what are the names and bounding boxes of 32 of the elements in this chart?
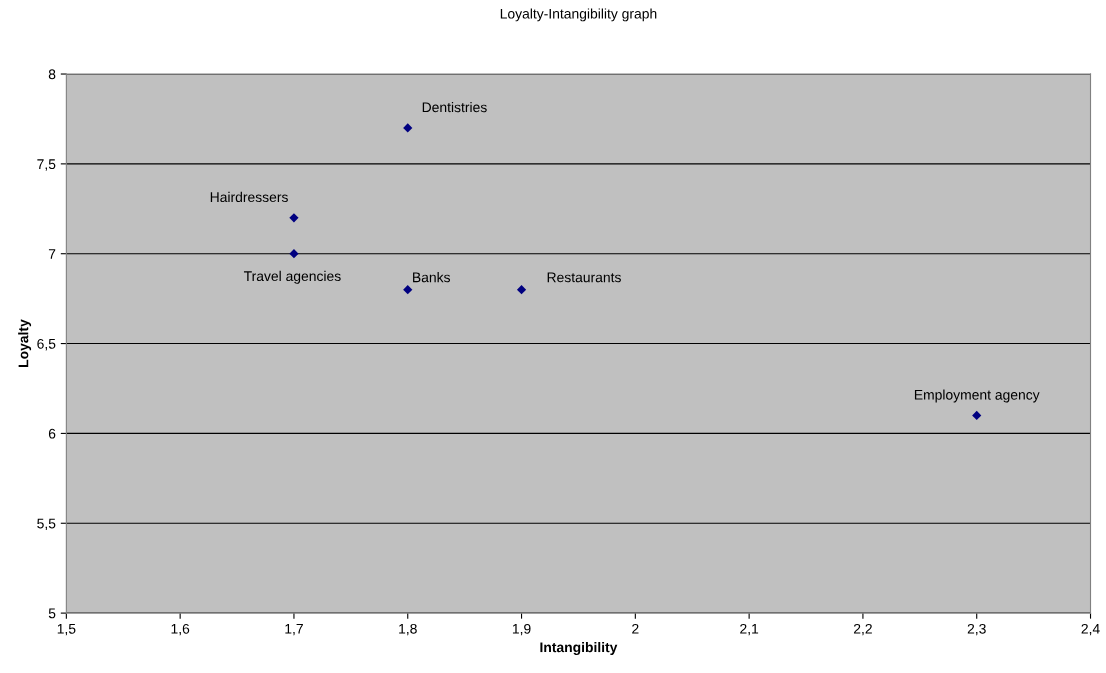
annotation: Banks [413,272,451,283]
point [289,249,299,259]
y-tick-label: 6 [48,428,56,439]
point [403,285,413,295]
point [289,213,299,223]
x-tick-label: 2 [632,623,639,634]
y-tick-label: 7 [48,249,56,259]
x-tick-label: 2,2 [853,623,872,636]
annotation: Dentistries [422,102,487,113]
point [403,123,413,133]
x-tick-label: 2,4 [1081,623,1100,636]
x-tick-label: 1,6 [171,623,190,636]
y-tick-label: 7,5 [37,159,56,171]
y-tick-label: 6,5 [37,338,56,351]
x-tick-label: 2,1 [740,623,759,636]
annotation: Restaurants [547,272,621,283]
point [972,410,982,421]
x-tick-label: 1,9 [512,623,531,636]
x-tick-label: 1,5 [57,624,76,636]
y-tick-label: 5 [48,608,56,619]
chart-title: Loyalty-Intangibility graph [500,8,657,22]
annotation: Hairdressers [210,191,288,203]
y-axis-title: Loyalty [18,319,32,367]
point [516,285,527,295]
y-tick-label: 5,5 [37,518,56,531]
x-tick-label: 1,8 [399,623,417,636]
x-axis-title: Intangibility [540,642,618,656]
x-tick-label: 2,3 [967,623,986,636]
annotation: Travel agencies [243,270,341,284]
y-tick-label: 8 [48,69,56,80]
x-tick-label: 1,7 [285,624,303,636]
annotation: Employment agency [914,389,1040,403]
